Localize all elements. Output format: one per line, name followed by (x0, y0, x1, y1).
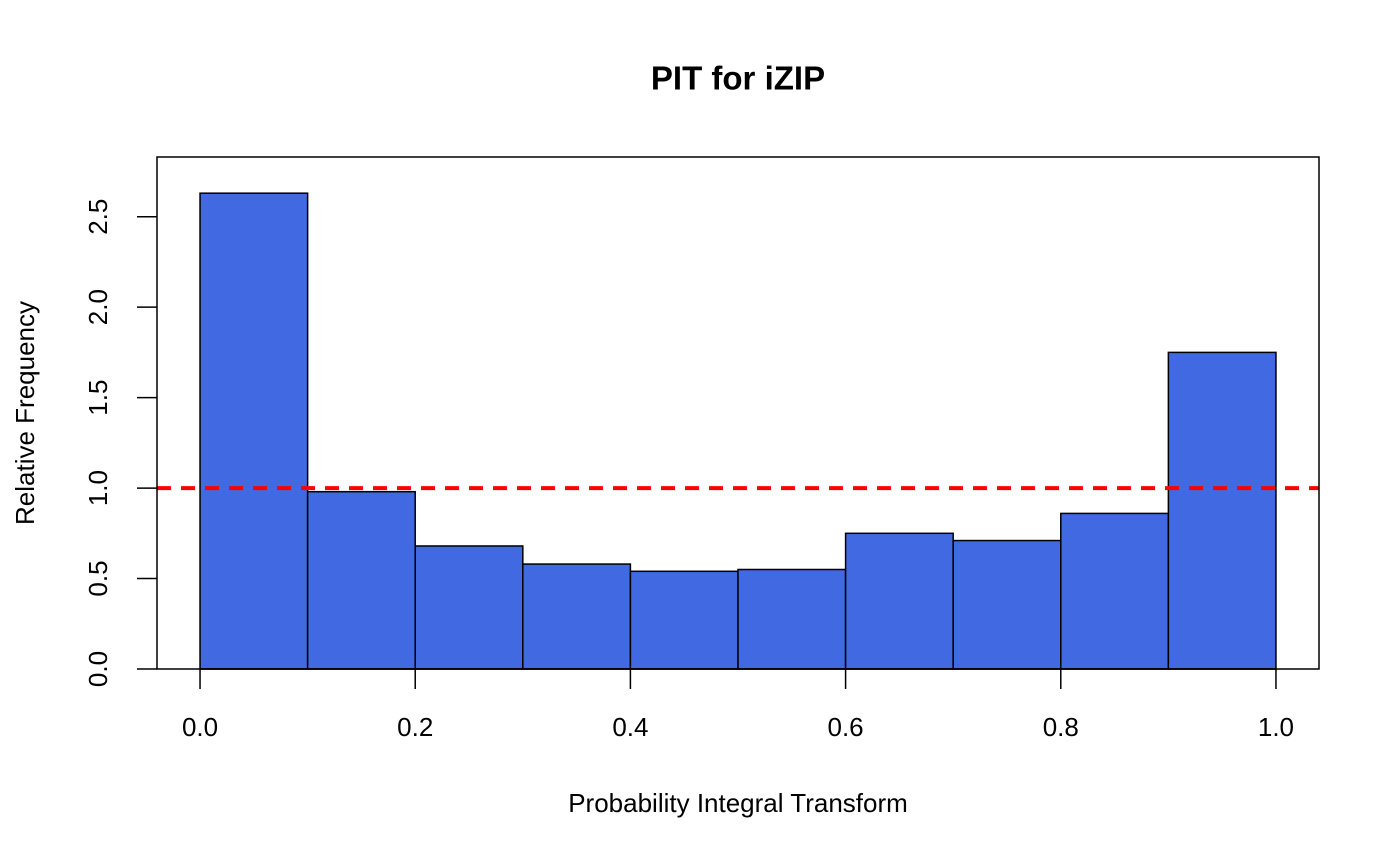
bar (737, 568, 847, 670)
bar (522, 563, 632, 670)
bar (414, 545, 524, 670)
x-tick-label: 0.8 (1043, 712, 1079, 742)
y-tick-label: 0.0 (83, 651, 113, 687)
y-axis-title: Relative Frequency (10, 301, 40, 525)
bar (844, 532, 954, 670)
bar (199, 192, 309, 670)
bar (629, 570, 739, 670)
bar (306, 490, 416, 670)
x-tick-label: 0.0 (182, 712, 218, 742)
bar (1167, 351, 1277, 670)
bar (952, 539, 1062, 670)
chart-title: PIT for iZIP (651, 60, 825, 97)
x-tick-label: 0.6 (828, 712, 864, 742)
x-tick-label: 1.0 (1258, 712, 1294, 742)
y-tick-label: 1.0 (83, 470, 113, 506)
y-tick-label: 2.5 (83, 199, 113, 235)
x-tick-label: 0.2 (397, 712, 433, 742)
x-tick-label: 0.4 (612, 712, 648, 742)
y-tick-label: 1.5 (83, 380, 113, 416)
y-tick-label: 2.0 (83, 289, 113, 325)
y-tick-label: 0.5 (83, 560, 113, 596)
x-axis-title: Probability Integral Transform (568, 788, 908, 818)
bar (1060, 512, 1170, 670)
